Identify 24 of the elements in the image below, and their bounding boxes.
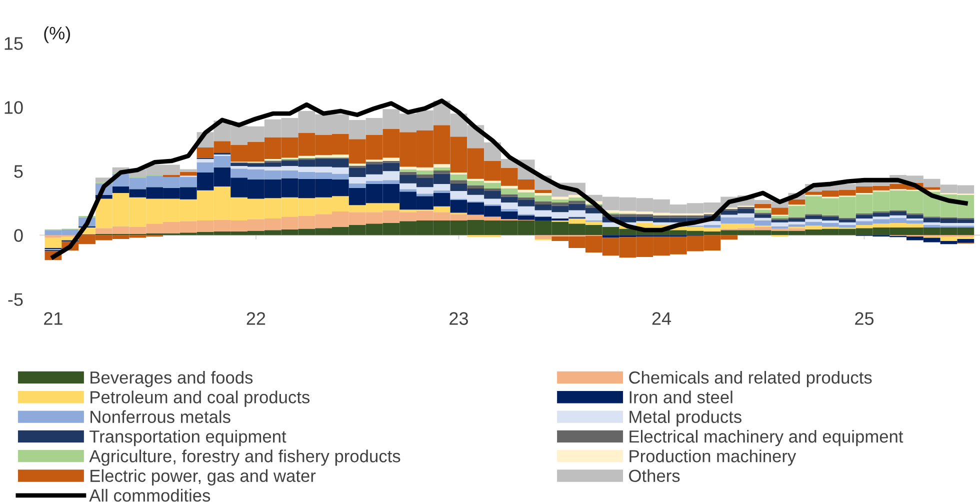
x-tick-label: 23 xyxy=(450,312,468,325)
legend-label: Iron and steel xyxy=(630,390,732,404)
legend-label: Others xyxy=(629,469,680,482)
y-tick-label: 10 xyxy=(4,101,23,114)
y-tick-label: 5 xyxy=(14,165,23,178)
y-axis-title: (%) xyxy=(44,26,70,44)
legend-label: Beverages and foods xyxy=(90,370,253,388)
legend-label: Petroleum and coal products xyxy=(90,390,310,407)
legend-label: Agriculture, forestry and fishery products xyxy=(89,450,400,466)
x-tick-label: 21 xyxy=(44,312,62,325)
legend-label: Electric power, gas and water xyxy=(90,469,316,486)
legend-label: Transportation equipment xyxy=(90,430,286,446)
legend-label: Electrical machinery and equipment xyxy=(630,430,904,446)
legend-label: Chemicals and related products xyxy=(629,370,872,388)
legend-label: Nonferrous metals xyxy=(90,410,230,424)
y-tick-label: 0 xyxy=(14,229,23,242)
x-tick-label: 24 xyxy=(652,312,672,325)
legend-label: Metal products xyxy=(630,410,742,426)
x-tick-label: 25 xyxy=(855,312,874,325)
y-tick-label: 15 xyxy=(4,37,23,50)
legend-label: All commodities xyxy=(89,488,210,502)
y-tick-label: -5 xyxy=(8,293,23,306)
legend-label: Production machinery xyxy=(630,450,796,466)
x-tick-label: 22 xyxy=(246,312,266,325)
